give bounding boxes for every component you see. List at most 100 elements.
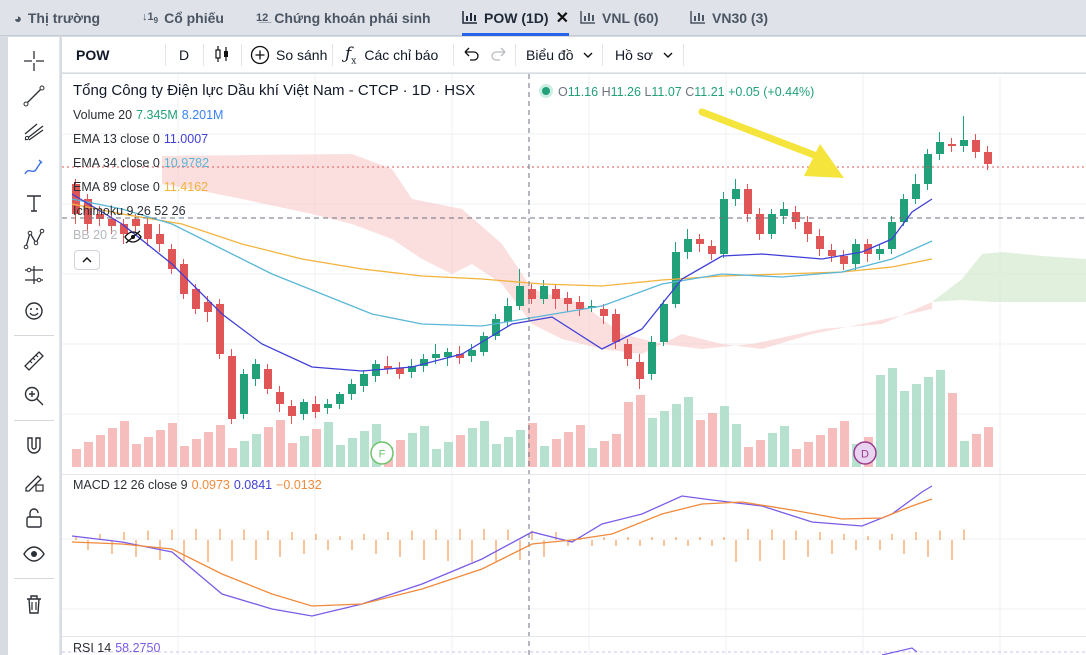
tab-label: VNL (60) [602, 10, 659, 26]
volume-bar [540, 446, 549, 467]
text-icon[interactable] [20, 189, 48, 217]
undo-button[interactable] [462, 37, 480, 73]
svg-text:D: D [861, 449, 869, 461]
volume-bar [660, 411, 669, 467]
candle-body [492, 319, 500, 336]
candle-body [216, 304, 224, 354]
toolbar-divider [332, 44, 333, 66]
collapse-legend-button[interactable] [74, 250, 100, 270]
lock-drawing-icon[interactable] [20, 468, 48, 496]
indicators-button[interactable]: ƒx Các chỉ báo [345, 37, 438, 73]
ohlc-readout: O11.16 H11.26 L11.07 C11.21 +0.05 (+0.44… [532, 85, 814, 99]
eye-off-icon[interactable] [124, 230, 142, 244]
sort-number-icon: ↓19 [142, 10, 159, 26]
measure-icon[interactable] [20, 261, 48, 289]
trend-line-icon[interactable] [20, 82, 48, 110]
ruler-icon[interactable] [20, 347, 48, 375]
ema89-legend[interactable]: EMA 89 close 0 11.4162 [73, 180, 208, 194]
tab-pow-1d[interactable]: POW (1D) ✕ [462, 0, 569, 36]
volume-bar [408, 433, 417, 467]
bb-legend[interactable]: BB 20 2 [73, 228, 117, 242]
ema34-legend[interactable]: EMA 34 close 0 10.9782 [73, 156, 209, 170]
candle-body [696, 239, 704, 244]
lock-icon[interactable] [20, 504, 48, 532]
ema13-legend[interactable]: EMA 13 close 0 11.0007 [73, 132, 208, 146]
emoji-icon[interactable] [20, 297, 48, 325]
signal-line [71, 498, 933, 607]
macd-legend[interactable]: MACD 12 26 close 9 0.0973 0.0841 −0.0132 [73, 478, 322, 492]
candle-body [444, 352, 452, 357]
eye-icon[interactable] [20, 540, 48, 568]
bar-chart-icon [580, 10, 596, 27]
event-marker-f[interactable]: F [370, 441, 394, 465]
candle-body [816, 236, 824, 249]
candle-body [156, 234, 164, 244]
close-icon[interactable]: ✕ [555, 10, 569, 27]
interval-label: D [179, 47, 190, 63]
candle-body [420, 359, 428, 366]
volume-bar [516, 430, 525, 467]
price-chart[interactable]: F D [62, 74, 1086, 655]
annotation-arrow[interactable] [698, 108, 844, 178]
volume-bar [192, 439, 201, 467]
legend-name: EMA 13 close 0 [73, 132, 160, 146]
volume-bar [840, 421, 849, 467]
symbol-search[interactable]: POW [76, 37, 109, 73]
volume-bar [876, 375, 885, 467]
candle-body [396, 368, 404, 374]
ichimoku-legend[interactable]: Ichimoku 9 26 52 26 [73, 204, 186, 218]
chart-pane[interactable]: F D Tổng Công ty Điện lực Dầu khí Việt N… [62, 74, 1086, 655]
magnet-icon[interactable] [20, 432, 48, 460]
event-marker-d[interactable]: D [853, 441, 877, 465]
chart-toolbar: POW D So sánh ƒx Các chỉ báo [62, 37, 1086, 73]
volume-bar [72, 449, 81, 467]
tab-co-phieu[interactable]: ↓19 Cổ phiếu [142, 0, 224, 36]
compare-button[interactable]: So sánh [250, 37, 327, 73]
volume-bar [588, 448, 597, 467]
volume-bar [444, 442, 453, 467]
candle-body [780, 209, 788, 216]
tab-vn30-3[interactable]: VN30 (3) [690, 0, 768, 36]
candle-body [516, 286, 524, 306]
legend-name: MACD 12 26 close 9 [73, 478, 188, 492]
pattern-icon[interactable] [20, 225, 48, 253]
chart-menu-button[interactable]: Biểu đồ [526, 37, 593, 73]
volume-bar [816, 435, 825, 467]
volume-bar [564, 432, 573, 467]
redo-icon [490, 46, 508, 65]
candle-body [144, 224, 152, 239]
tab-vnl-60[interactable]: VNL (60) [580, 0, 659, 36]
zoom-in-icon[interactable] [20, 382, 48, 410]
chart-type-button[interactable] [213, 37, 231, 73]
candle-body [132, 219, 140, 226]
volume-bar [960, 441, 969, 467]
candle-body [564, 298, 572, 304]
volume-bar [144, 437, 153, 467]
volume-bar [324, 422, 333, 467]
brush-icon[interactable] [20, 153, 48, 181]
volume-bar [336, 445, 345, 467]
profile-menu-button[interactable]: Hồ sơ [615, 37, 673, 73]
chevron-down-icon [583, 52, 593, 58]
trash-icon[interactable] [20, 590, 48, 618]
candle-body [84, 199, 92, 224]
volume-legend[interactable]: Volume 20 7.345M 8.201M [73, 108, 223, 122]
volume-bar [84, 442, 93, 467]
tab-thi-truong[interactable]: ◕ Thị trường [14, 0, 100, 36]
grid [62, 74, 1086, 655]
candle-body [600, 309, 608, 316]
volume-bar [216, 425, 225, 467]
crosshair-icon[interactable] [20, 47, 48, 75]
drawing-toolbar [8, 37, 60, 655]
interval-button[interactable]: D [179, 37, 189, 73]
fib-icon[interactable] [20, 117, 48, 145]
volume-bar [768, 433, 777, 467]
toolbar-divider [515, 44, 516, 66]
rsi-legend[interactable]: RSI 14 58.2750 [73, 641, 160, 655]
tab-label: POW (1D) [484, 10, 549, 26]
ichimoku-cloud-bearish [162, 154, 932, 354]
volume-bar [492, 444, 501, 467]
redo-button[interactable] [490, 37, 508, 73]
tab-chung-khoan-phai-sinh[interactable]: 1̲2̲ Chứng khoán phái sinh [256, 0, 431, 36]
